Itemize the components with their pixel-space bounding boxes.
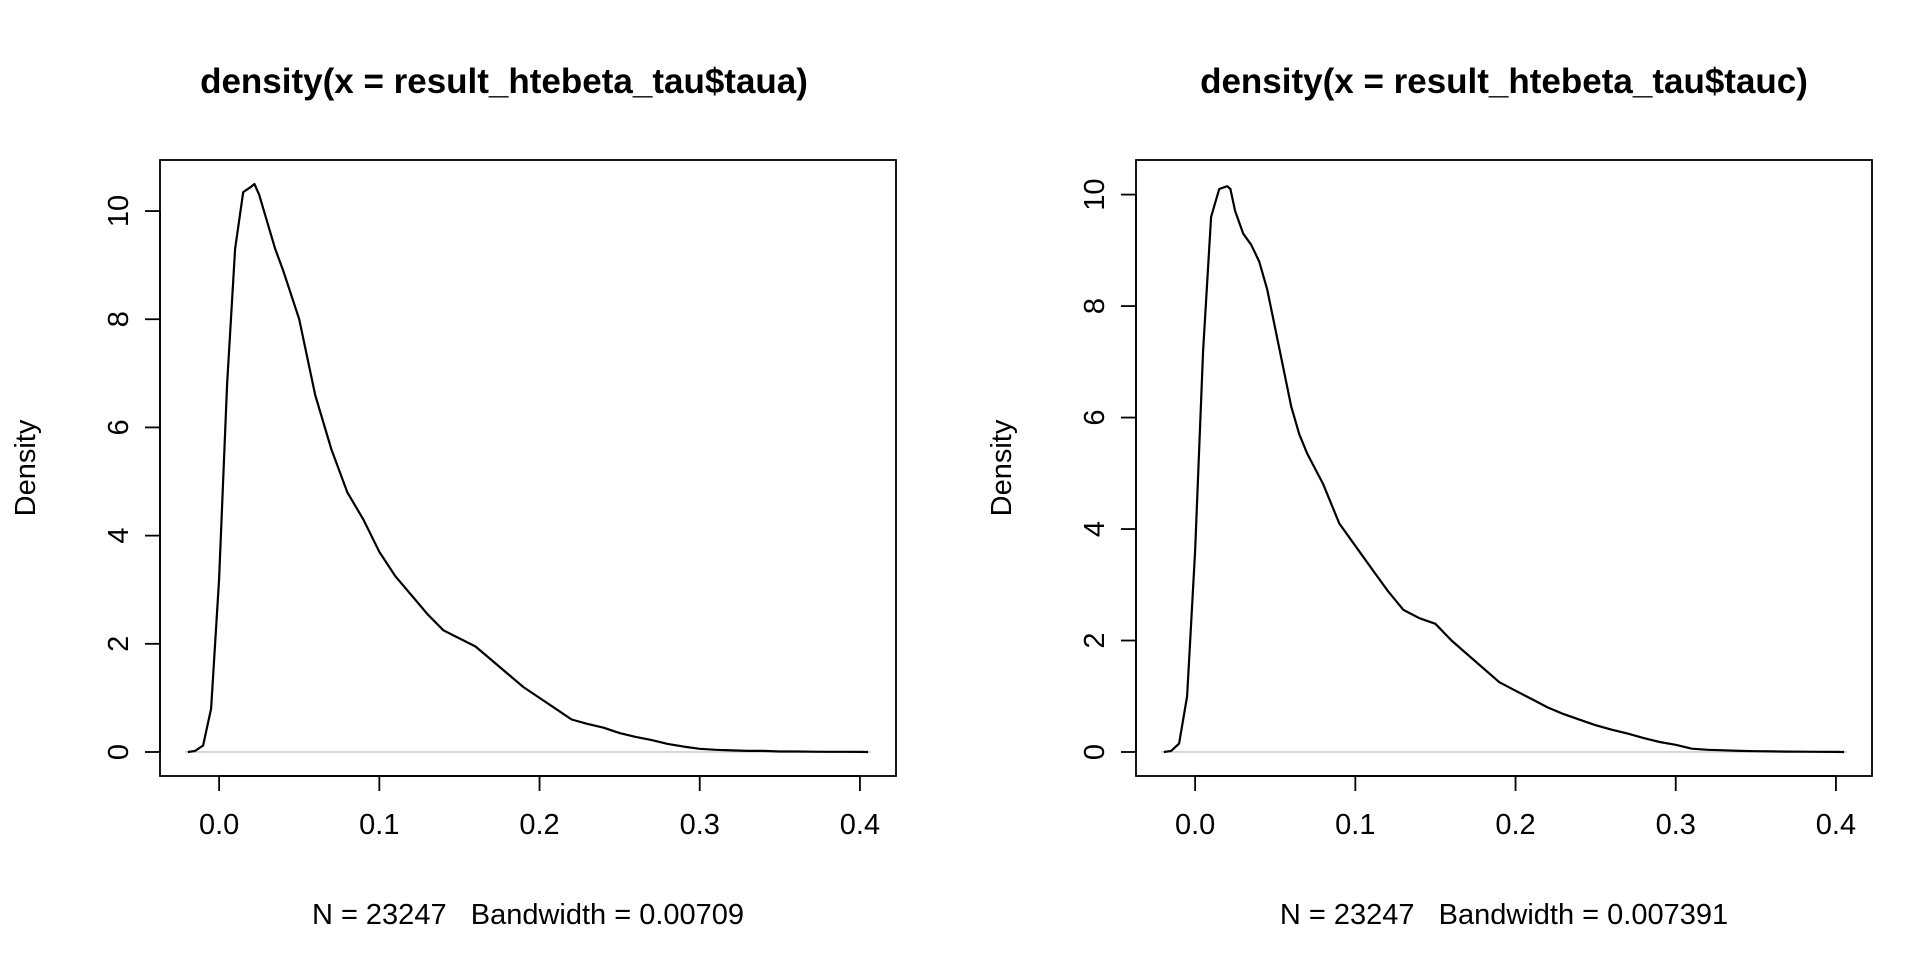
x-tick-label: 0.3 xyxy=(680,809,720,841)
plot-frame-left xyxy=(159,159,897,777)
density-curve-left xyxy=(187,182,869,754)
x-tick-label: 0.0 xyxy=(1175,809,1215,841)
y-tick-label: 0 xyxy=(103,744,135,760)
x-tick-label: 0.3 xyxy=(1656,809,1696,841)
panel-right: density(x = result_htebeta_tau$tauc) 0.0… xyxy=(986,62,1873,931)
y-axis-left: 0 2 4 6 8 10 xyxy=(103,195,161,760)
x-tick-label: 0.2 xyxy=(519,809,559,841)
x-tick-label: 0.4 xyxy=(1816,809,1856,841)
chart-title-left: density(x = result_htebeta_tau$taua) xyxy=(200,62,808,101)
y-tick-label: 2 xyxy=(103,636,135,652)
y-tick-label: 6 xyxy=(103,419,135,435)
y-axis-right: 0 2 4 6 8 10 xyxy=(1079,178,1137,760)
x-tick-label: 0.1 xyxy=(359,809,399,841)
x-tick-label: 0.2 xyxy=(1495,809,1535,841)
y-tick-label: 6 xyxy=(1079,409,1111,425)
y-tick-label: 8 xyxy=(103,311,135,327)
y-tick-label: 2 xyxy=(1079,632,1111,648)
y-tick-label: 10 xyxy=(103,195,135,227)
y-axis-label-left: Density xyxy=(10,419,42,516)
panel-left: density(x = result_htebeta_tau$taua) 0.0… xyxy=(10,62,897,931)
x-axis-label-right: N = 23247 Bandwidth = 0.007391 xyxy=(1280,899,1728,931)
x-axis-right: 0.0 0.1 0.2 0.3 0.4 xyxy=(1175,775,1856,841)
x-tick-label: 0.1 xyxy=(1335,809,1375,841)
x-axis-label-left: N = 23247 Bandwidth = 0.00709 xyxy=(312,899,744,931)
chart-title-right: density(x = result_htebeta_tau$tauc) xyxy=(1200,62,1808,101)
x-tick-label: 0.4 xyxy=(840,809,880,841)
y-tick-label: 8 xyxy=(1079,298,1111,314)
y-axis-label-right: Density xyxy=(986,419,1018,516)
y-tick-label: 4 xyxy=(103,528,135,544)
x-tick-label: 0.0 xyxy=(199,809,239,841)
y-tick-label: 10 xyxy=(1079,178,1111,210)
density-curve-right xyxy=(1163,185,1845,754)
x-axis-left: 0.0 0.1 0.2 0.3 0.4 xyxy=(199,775,880,841)
y-tick-label: 0 xyxy=(1079,744,1111,760)
y-tick-label: 4 xyxy=(1079,521,1111,537)
